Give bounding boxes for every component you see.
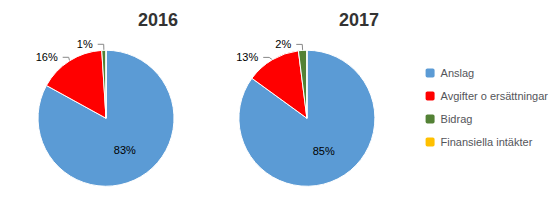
svg-text:2016: 2016 [138,10,178,30]
svg-text:13%: 13% [236,51,258,63]
svg-text:16%: 16% [36,51,58,63]
svg-text:Avgifter o ersättningar: Avgifter o ersättningar [441,90,549,102]
svg-text:85%: 85% [313,145,335,157]
svg-text:Bidrag: Bidrag [441,113,473,125]
svg-text:1%: 1% [77,38,93,50]
svg-text:2%: 2% [275,38,291,50]
svg-text:Anslag: Anslag [441,67,475,79]
svg-text:2017: 2017 [339,10,379,30]
svg-text:Finansiella intäkter: Finansiella intäkter [441,136,533,148]
svg-text:83%: 83% [114,144,136,156]
